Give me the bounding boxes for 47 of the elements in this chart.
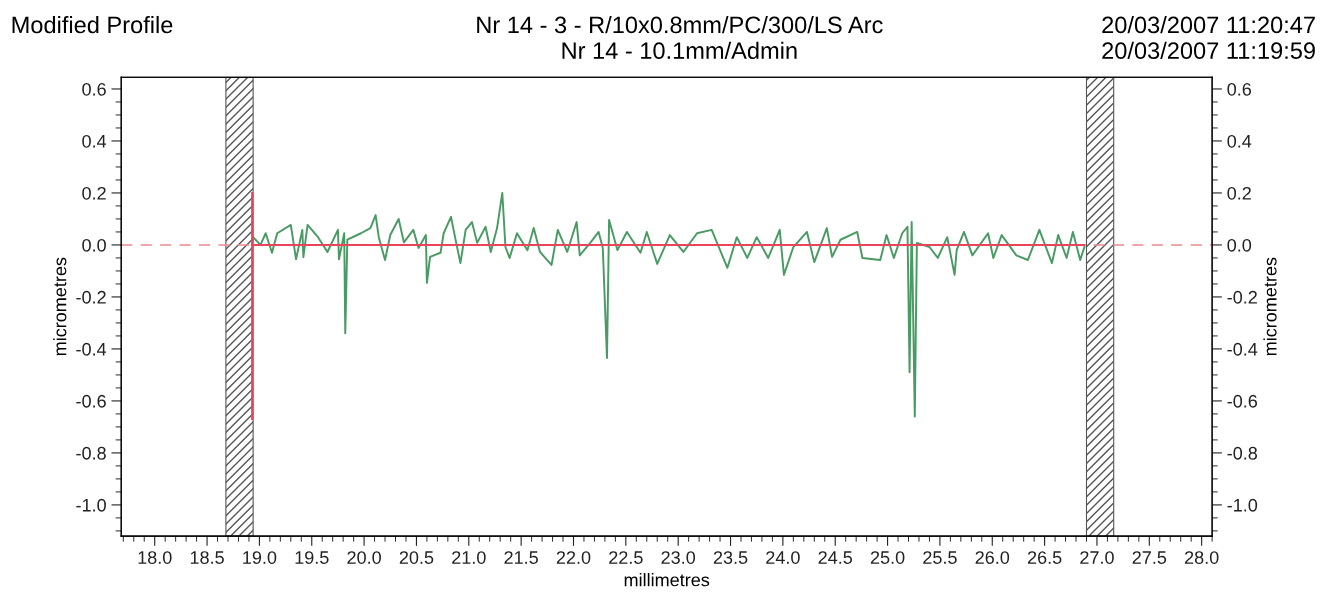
- text: Nr 14 - 3 - R/10x0.8mm/PC/300/LS Arc: [477, 15, 883, 34]
- x-tick-label: 24.5: [818, 551, 853, 564]
- y-axis-title: micrometres: [53, 257, 67, 356]
- text: 20/03/2007 11:20:47: [1102, 15, 1315, 34]
- x-tick-label: 20.0: [347, 551, 381, 564]
- x-tick-label: 21.5: [504, 551, 538, 564]
- y-tick-label: 0.0: [82, 238, 106, 252]
- x-tick-label: 18.5: [190, 551, 224, 564]
- x-tick-label: 21.0: [452, 551, 486, 564]
- x-tick-label: 19.0: [243, 551, 277, 564]
- y-tick-label: -0.2: [76, 290, 106, 304]
- text: 20/03/2007 11:19:59: [1102, 41, 1315, 60]
- x-tick-label: 23.5: [713, 551, 748, 564]
- x-tick-label: 22.0: [556, 551, 591, 564]
- y-tick-label: 0.2: [82, 186, 106, 200]
- y2-tick-label: -0.8: [1227, 446, 1258, 460]
- y-tick-label: 0.6: [82, 82, 106, 96]
- x-tick-label: 23.0: [661, 551, 696, 564]
- x-tick-label: 27.0: [1080, 551, 1114, 564]
- y2-tick-label: 0.4: [1227, 134, 1252, 148]
- x-tick-label: 25.0: [870, 551, 905, 564]
- y-tick-label: -0.6: [76, 394, 106, 408]
- y2-tick-label: -0.2: [1227, 290, 1257, 304]
- y-tick-label: 0.4: [82, 134, 107, 148]
- y2-axis-title: micrometres: [1263, 257, 1277, 356]
- y-tick-label: -0.4: [76, 342, 107, 356]
- y2-tick-label: 0.2: [1227, 186, 1251, 200]
- x-tick-label: 24.0: [766, 551, 800, 564]
- x-tick-label: 22.5: [609, 551, 643, 564]
- x-tick-label: 26.5: [1027, 551, 1062, 564]
- y2-tick-label: -0.6: [1227, 394, 1258, 408]
- x-tick-label: 27.5: [1132, 551, 1167, 564]
- text: Nr 14 - 10.1mm/Admin: [562, 41, 797, 60]
- y-tick-label: -0.8: [76, 446, 106, 460]
- x-tick-label: 28.0: [1184, 551, 1219, 564]
- y2-tick-label: 0.0: [1227, 238, 1252, 252]
- chart-title: Modified Profile: [12, 15, 173, 34]
- y-tick-label: -1.0: [76, 498, 106, 512]
- x-tick-label: 19.5: [295, 551, 329, 564]
- x-tick-label: 26.0: [975, 551, 1010, 564]
- y2-tick-label: 0.6: [1227, 82, 1252, 96]
- y2-tick-label: -0.4: [1227, 342, 1258, 356]
- x-tick-label: 25.5: [923, 551, 957, 564]
- x-tick-label: 20.5: [399, 551, 434, 564]
- x-axis-title: millimetres: [624, 573, 710, 587]
- y2-tick-label: -1.0: [1227, 498, 1258, 512]
- x-tick-label: 18.0: [138, 551, 172, 564]
